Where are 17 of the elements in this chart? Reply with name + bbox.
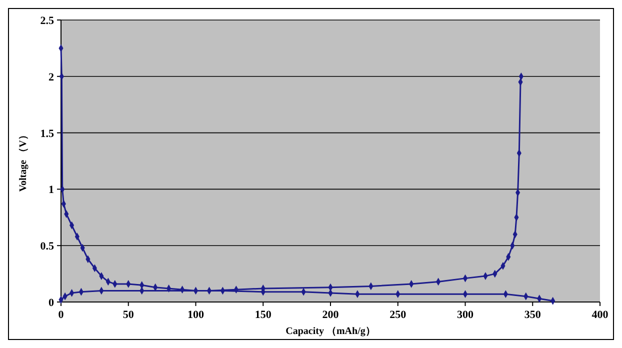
y-tick-label: 2 <box>48 71 54 84</box>
x-tick-label: 150 <box>254 309 272 321</box>
y-tick-label: 0.5 <box>40 240 54 253</box>
x-tick-label: 100 <box>188 309 204 321</box>
x-tick-label: 400 <box>592 309 609 321</box>
y-tick-label: 2.5 <box>40 15 54 27</box>
x-tick-label: 300 <box>457 309 474 321</box>
y-tick-label: 0 <box>48 297 54 309</box>
x-tick-label: 50 <box>122 309 134 321</box>
y-axis-title: Voltage （V） <box>18 130 29 192</box>
x-axis-title: Capacity （mAh/g） <box>286 326 376 337</box>
x-tick-label: 200 <box>322 309 340 321</box>
x-tick-label: 0 <box>58 309 64 321</box>
x-tick-label: 350 <box>524 309 542 321</box>
y-tick-label: 1.5 <box>40 128 54 140</box>
y-tick-label: 1 <box>48 184 54 196</box>
x-tick-label: 250 <box>390 309 407 321</box>
